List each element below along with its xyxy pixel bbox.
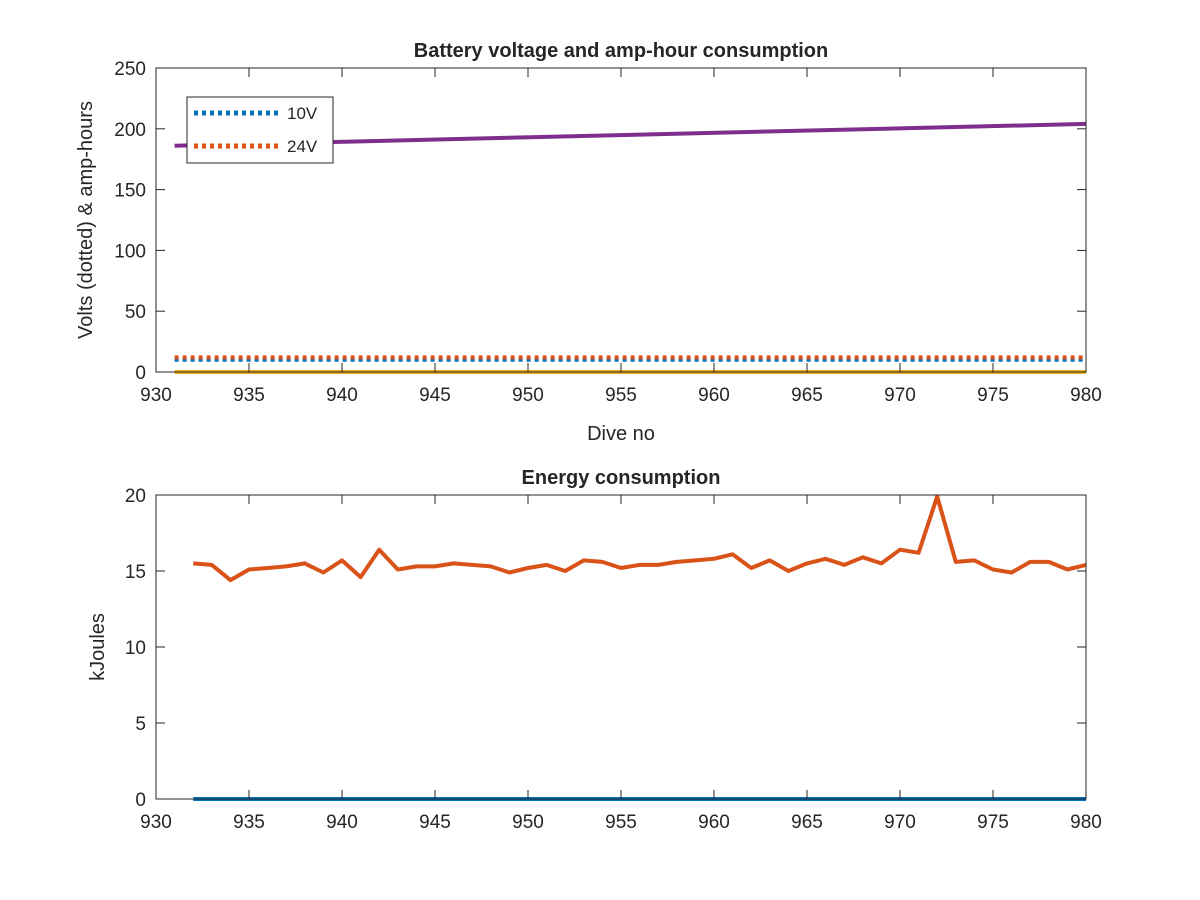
bottom-xtick-label: 965 xyxy=(791,812,823,833)
bottom-plot-ticks: 930 935 940 945 950 955 960 965 970 975 980 0 5 10 15 2… xyxy=(125,486,1102,833)
bottom-xtick-label: 945 xyxy=(419,812,451,833)
bottom-ytick-label: 15 xyxy=(125,562,146,583)
top-ytick-label: 150 xyxy=(114,181,146,202)
top-xtick-label: 965 xyxy=(791,385,823,406)
top-xtick-label: 975 xyxy=(977,385,1009,406)
bottom-xtick-label: 960 xyxy=(698,812,730,833)
bottom-ytick-label: 5 xyxy=(135,714,146,735)
top-ytick-label: 50 xyxy=(125,302,146,323)
top-plot-ticks: 930 935 940 945 950 955 960 965 970 975 980 0 50 100 1… xyxy=(114,59,1102,406)
legend-label-24v: 24V xyxy=(287,137,318,156)
bottom-ytick-label: 20 xyxy=(125,486,146,507)
top-xtick-label: 955 xyxy=(605,385,637,406)
top-plot: 930 935 940 945 950 955 960 965 970 975 980 0 50 100 1… xyxy=(75,40,1102,445)
top-plot-xlabel: Dive no xyxy=(587,423,655,445)
top-plot-title: Battery voltage and amp-hour consumption xyxy=(414,40,828,62)
bottom-xtick-label: 940 xyxy=(326,812,358,833)
legend-label-10v: 10V xyxy=(287,104,318,123)
bottom-plot-ylabel: kJoules xyxy=(87,613,109,681)
top-ytick-label: 200 xyxy=(114,120,146,141)
bottom-xtick-label: 935 xyxy=(233,812,265,833)
bottom-xtick-label: 955 xyxy=(605,812,637,833)
bottom-ytick-label: 0 xyxy=(135,790,146,811)
top-xtick-label: 950 xyxy=(512,385,544,406)
legend-box xyxy=(186,96,334,164)
bottom-series-orange-line xyxy=(193,494,1087,583)
bottom-xtick-label: 980 xyxy=(1070,812,1102,833)
legend: 10V 24V xyxy=(186,96,334,164)
top-xtick-label: 980 xyxy=(1070,385,1102,406)
bottom-xtick-label: 975 xyxy=(977,812,1009,833)
bottom-plot-title: Energy consumption xyxy=(522,467,721,489)
top-ytick-label: 0 xyxy=(135,363,146,384)
top-xtick-label: 935 xyxy=(233,385,265,406)
top-plot-ylabel: Volts (dotted) & amp-hours xyxy=(75,101,97,339)
top-xtick-label: 945 xyxy=(419,385,451,406)
bottom-ytick-label: 10 xyxy=(125,638,146,659)
top-xtick-label: 940 xyxy=(326,385,358,406)
bottom-plot: 930 935 940 945 950 955 960 965 970 975 980 0 5 10 15 2… xyxy=(87,467,1102,833)
bottom-xtick-label: 950 xyxy=(512,812,544,833)
top-ytick-label: 100 xyxy=(114,241,146,262)
bottom-xtick-label: 930 xyxy=(140,812,172,833)
top-xtick-label: 930 xyxy=(140,385,172,406)
top-xtick-label: 960 xyxy=(698,385,730,406)
top-xtick-label: 970 xyxy=(884,385,916,406)
top-ytick-label: 250 xyxy=(114,59,146,80)
bottom-xtick-label: 970 xyxy=(884,812,916,833)
